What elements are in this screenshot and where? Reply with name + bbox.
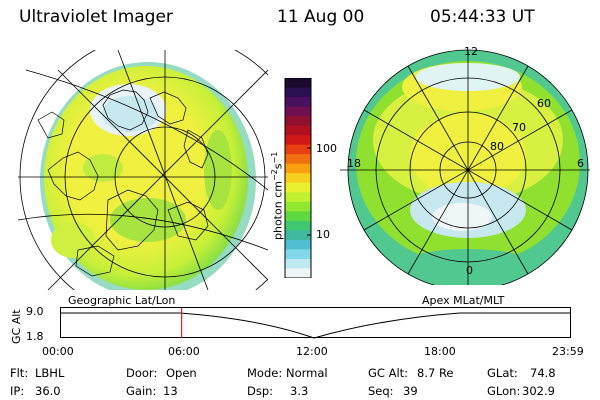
colorbar-unit-s: s — [271, 163, 285, 170]
ip-label: IP: — [10, 384, 25, 398]
glon-label: GLon: — [487, 384, 521, 398]
mode-value: Normal — [286, 366, 328, 380]
glat-label: GLat: — [487, 366, 518, 380]
colorbar-swatch — [285, 268, 311, 278]
colorbar-swatch — [285, 211, 311, 222]
observation-time: 05:44:33 UT — [430, 7, 535, 27]
colorbar-unit-exp2: −1 — [270, 151, 279, 164]
mlat-label-80: 80 — [490, 140, 504, 153]
colorbar-swatch — [285, 258, 311, 270]
gc-alt-value: 8.7 Re — [417, 366, 454, 380]
colorbar-swatch — [285, 135, 311, 146]
mlt-label-18: 18 — [347, 157, 361, 170]
door-label: Door: — [126, 366, 158, 380]
time-tick-0600: 06:00 — [168, 345, 200, 358]
colorbar-swatch — [285, 201, 311, 212]
colorbar-swatch — [285, 173, 311, 184]
altitude-axis-title: GC Alt — [10, 309, 23, 344]
mlat-label-60: 60 — [537, 97, 551, 110]
geographic-image — [18, 50, 268, 290]
colorbar-swatch — [285, 220, 311, 231]
gain-value: 13 — [163, 384, 178, 398]
observation-date: 11 Aug 00 — [277, 7, 365, 27]
colorbar-swatch — [285, 192, 311, 203]
filter-label: Flt: — [10, 366, 29, 380]
glat-value: 74.8 — [530, 366, 556, 380]
colorbar-unit-exp1: −2 — [270, 169, 279, 182]
colorbar-swatch — [285, 182, 311, 193]
time-tick-1200: 12:00 — [296, 345, 328, 358]
mlat-label-70: 70 — [512, 121, 526, 134]
colorbar-unit-label: photon cm−2s−1 — [270, 152, 285, 240]
instrument-title: Ultraviolet Imager — [19, 7, 173, 27]
colorbar-swatch — [285, 78, 311, 89]
time-tick-1800: 18:00 — [424, 345, 456, 358]
colorbar-tick-10: 10 — [316, 228, 330, 241]
glon-value: 302.9 — [522, 384, 555, 398]
gc-alt-label: GC Alt: — [368, 366, 409, 380]
left-panel-label: Geographic Lat/Lon — [68, 294, 176, 307]
colorbar-tick-100: 100 — [316, 142, 337, 155]
colorbar — [284, 78, 312, 278]
right-panel-label: Apex MLat/MLT — [422, 294, 505, 307]
ip-value: 36.0 — [35, 384, 61, 398]
colorbar-swatch — [285, 87, 311, 98]
colorbar-unit-base: photon cm — [271, 181, 285, 240]
mlt-label-6: 6 — [577, 157, 584, 170]
colorbar-swatch — [285, 125, 311, 136]
seq-value: 39 — [403, 384, 418, 398]
apex-polar-image — [340, 49, 590, 285]
colorbar-swatch — [285, 163, 311, 174]
colorbar-swatch — [285, 97, 311, 108]
door-value: Open — [166, 366, 197, 380]
colorbar-swatch — [285, 116, 311, 127]
colorbar-swatch — [285, 239, 311, 251]
colorbar-swatch — [285, 249, 311, 260]
altitude-tick-bottom: 1.8 — [26, 330, 44, 343]
gain-label: Gain: — [126, 384, 157, 398]
mlt-label-0: 0 — [466, 264, 473, 277]
colorbar-swatch — [285, 154, 311, 165]
time-tick-0000: 00:00 — [42, 345, 74, 358]
altitude-tick-top: 9.0 — [26, 305, 44, 318]
altitude-plot — [60, 307, 571, 339]
seq-label: Seq: — [368, 384, 394, 398]
dsp-label: Dsp: — [247, 384, 274, 398]
colorbar-swatch — [285, 144, 311, 155]
dsp-value: 3.3 — [290, 384, 309, 398]
time-tick-2359: 23:59 — [552, 345, 584, 358]
mode-label: Mode: — [247, 366, 283, 380]
filter-value: LBHL — [35, 366, 65, 380]
colorbar-swatch — [285, 230, 311, 241]
colorbar-swatch — [285, 106, 311, 117]
mlt-label-12: 12 — [464, 45, 478, 58]
